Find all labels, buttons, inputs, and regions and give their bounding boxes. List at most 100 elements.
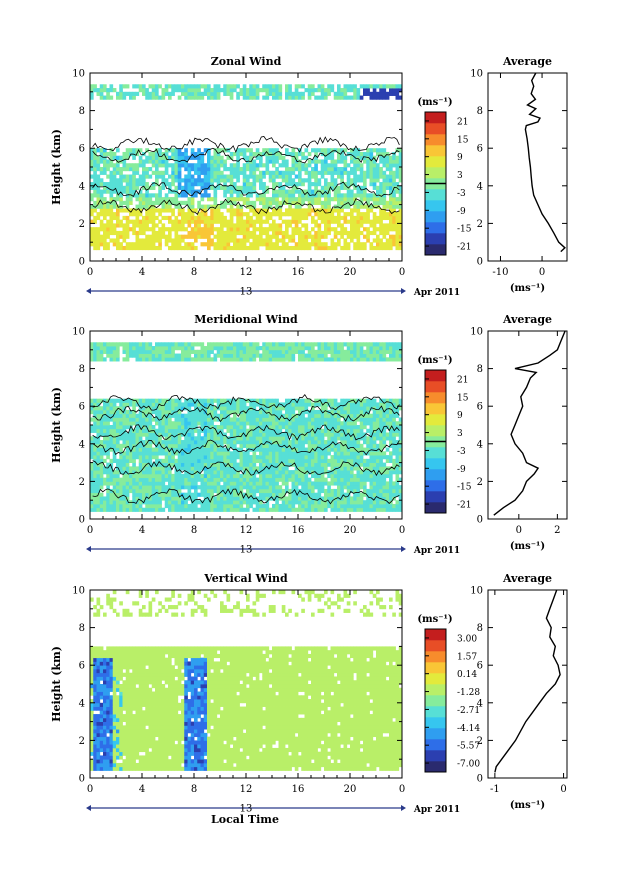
- heatmap-cell: [346, 170, 351, 175]
- heatmap-cell: [210, 503, 214, 509]
- heatmap-cell: [398, 215, 403, 221]
- heatmap-cell: [168, 238, 172, 243]
- y-tick-label: 2: [79, 219, 85, 230]
- heatmap-cell: [294, 95, 299, 100]
- heatmap-cell: [106, 466, 110, 471]
- heatmap-cell: [181, 223, 185, 228]
- heatmap-cell: [340, 200, 344, 205]
- heatmap-cell: [119, 193, 123, 198]
- heatmap-cell: [184, 436, 188, 441]
- heatmap-cell: [233, 466, 237, 471]
- heatmap-cell: [236, 462, 240, 467]
- heatmap-cell: [151, 238, 156, 243]
- heatmap-cell: [275, 238, 279, 243]
- heatmap-cell: [307, 88, 312, 93]
- heatmap-cell: [158, 492, 162, 497]
- heatmap-cell: [353, 88, 357, 93]
- heatmap-cell: [275, 458, 279, 463]
- heatmap-cell: [207, 417, 211, 422]
- heatmap-cell: [239, 208, 244, 213]
- heatmap-cell: [125, 91, 130, 96]
- heatmap-cell: [155, 357, 159, 362]
- heatmap-cell: [288, 189, 292, 194]
- heatmap-cell: [148, 473, 153, 479]
- heatmap-cell: [252, 492, 257, 497]
- heatmap-cell: [122, 443, 127, 448]
- heatmap-cell: [236, 466, 240, 471]
- heatmap-cell: [246, 470, 250, 475]
- heatmap-cell: [236, 440, 240, 445]
- heatmap-cell: [294, 155, 299, 160]
- heatmap-cell: [320, 436, 325, 441]
- heatmap-cell: [359, 197, 364, 202]
- heatmap-cell: [207, 193, 211, 198]
- heatmap-cell: [301, 507, 305, 512]
- heatmap-cell: [314, 95, 318, 100]
- heatmap-cell: [272, 227, 276, 232]
- heatmap-cell: [301, 346, 305, 351]
- heatmap-cell: [129, 485, 133, 490]
- heatmap-cell: [385, 159, 390, 164]
- heatmap-cell: [96, 398, 101, 403]
- heatmap-cell: [291, 507, 296, 512]
- heatmap-cell: [343, 219, 348, 224]
- heatmap-cell: [220, 500, 224, 505]
- heatmap-cell: [314, 349, 318, 354]
- heatmap-cell: [226, 485, 231, 490]
- heatmap-cell: [291, 95, 296, 100]
- heatmap-cell: [109, 466, 114, 471]
- heatmap-cell: [333, 189, 338, 194]
- heatmap-cell: [184, 353, 188, 358]
- heatmap-cell: [155, 167, 159, 172]
- heatmap-cell: [226, 440, 231, 445]
- heatmap-cell: [288, 212, 292, 217]
- heatmap-cell: [275, 432, 279, 437]
- heatmap-cell: [187, 485, 192, 490]
- heatmap-cell: [291, 208, 296, 213]
- heatmap-cell: [103, 238, 107, 243]
- heatmap-cell: [379, 197, 383, 202]
- heatmap-cell: [285, 234, 289, 239]
- heatmap-cell: [181, 462, 185, 467]
- heatmap-cell: [350, 182, 354, 187]
- heatmap-cell: [184, 212, 188, 217]
- heatmap-cell: [155, 163, 159, 168]
- heatmap-cell: [268, 151, 273, 157]
- heatmap-cell: [288, 238, 292, 243]
- heatmap-cell: [194, 485, 198, 490]
- heatmap-cell: [207, 507, 211, 512]
- heatmap-cell: [197, 409, 201, 415]
- heatmap-cell: [389, 185, 393, 190]
- heatmap-cell: [330, 500, 335, 505]
- heatmap-cell: [262, 406, 266, 411]
- heatmap-cell: [298, 197, 302, 202]
- heatmap-cell: [330, 357, 335, 362]
- heatmap-cell: [311, 473, 315, 479]
- heatmap-cell: [200, 481, 205, 486]
- heatmap-cell: [184, 402, 188, 407]
- heatmap-cell: [216, 413, 221, 418]
- heatmap-cell: [99, 242, 104, 247]
- heatmap-cell: [223, 500, 227, 505]
- heatmap-cell: [220, 409, 224, 415]
- heatmap-cell: [109, 470, 114, 475]
- heatmap-cell: [304, 178, 309, 183]
- heatmap-cell: [226, 462, 231, 467]
- heatmap-cell: [158, 440, 162, 445]
- heatmap-cell: [216, 204, 221, 209]
- heatmap-cell: [246, 409, 250, 415]
- heatmap-cell: [239, 402, 244, 407]
- heatmap-cell: [246, 219, 250, 224]
- heatmap-cell: [389, 197, 393, 202]
- heatmap-cell: [268, 84, 273, 89]
- heatmap-cell: [317, 455, 322, 460]
- heatmap-cell: [135, 500, 140, 505]
- heatmap-cell: [275, 481, 279, 486]
- heatmap-cell: [161, 223, 166, 228]
- heatmap-cell: [252, 353, 257, 358]
- heatmap-cell: [142, 432, 146, 437]
- heatmap-cell: [112, 485, 117, 490]
- heatmap-cell: [317, 481, 322, 486]
- heatmap-cell: [164, 406, 169, 411]
- heatmap-cell: [314, 170, 318, 175]
